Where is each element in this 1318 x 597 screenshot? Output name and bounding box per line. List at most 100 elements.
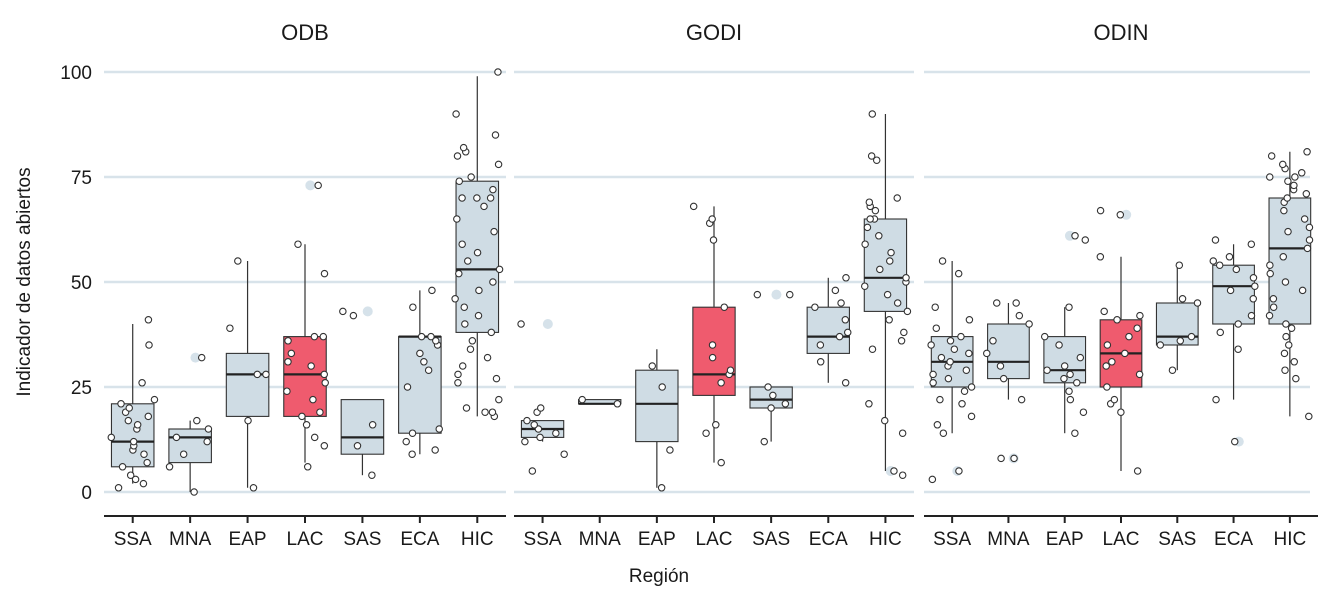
data-point — [960, 387, 969, 395]
box-hic — [863, 218, 908, 312]
data-point — [454, 379, 462, 387]
outlier-point — [1121, 209, 1132, 220]
data-point — [1081, 236, 1090, 244]
data-point — [1103, 341, 1112, 349]
data-point — [999, 374, 1008, 383]
data-point — [843, 328, 852, 337]
data-point — [129, 437, 138, 446]
data-point — [983, 349, 991, 358]
x-tick-label: ECA — [1214, 529, 1253, 550]
data-point — [887, 248, 895, 257]
data-point — [1100, 307, 1108, 316]
data-point — [1113, 316, 1121, 324]
data-point — [486, 194, 495, 202]
data-point — [965, 316, 974, 324]
data-point — [767, 404, 775, 412]
data-point — [495, 265, 504, 274]
data-point — [1284, 227, 1292, 236]
data-point — [1216, 328, 1225, 337]
data-point — [1071, 232, 1079, 240]
data-point — [530, 421, 538, 429]
data-point — [1136, 311, 1144, 320]
data-point — [435, 425, 443, 433]
data-point — [1076, 353, 1085, 362]
data-point — [781, 400, 790, 408]
x-tick-label: EAP — [638, 529, 676, 550]
x-tick-label: SSA — [933, 529, 971, 550]
data-point — [316, 408, 324, 416]
data-point — [954, 269, 963, 278]
data-point — [1211, 236, 1220, 244]
data-point — [307, 362, 315, 370]
data-point — [955, 467, 963, 475]
data-point — [1135, 370, 1144, 379]
data-point — [262, 370, 270, 379]
data-point — [875, 232, 883, 240]
data-point — [283, 387, 291, 395]
x-tick-label: MNA — [169, 529, 212, 550]
data-point — [861, 240, 869, 248]
data-point — [523, 416, 531, 425]
data-point — [125, 404, 134, 412]
x-tick-label: LAC — [1103, 529, 1140, 550]
data-point — [657, 484, 666, 492]
data-point — [455, 177, 464, 185]
data-point — [658, 383, 666, 391]
data-point — [1230, 437, 1239, 446]
data-point — [897, 337, 906, 345]
data-point — [1281, 278, 1290, 286]
data-point — [720, 303, 729, 311]
data-point — [992, 299, 1001, 307]
data-point — [967, 383, 976, 391]
data-point — [1015, 311, 1024, 320]
data-point — [760, 437, 769, 446]
data-point — [997, 454, 1005, 463]
data-point — [1043, 366, 1051, 374]
box-mna — [987, 323, 1030, 380]
data-point — [190, 488, 198, 496]
data-point — [353, 442, 362, 450]
data-point — [938, 257, 947, 265]
x-tick-label: EAP — [1046, 529, 1084, 550]
data-point — [717, 458, 725, 467]
data-point — [427, 332, 435, 341]
data-point — [1279, 160, 1287, 169]
data-point — [349, 311, 358, 320]
data-point — [310, 433, 319, 442]
y-tick-label: 50 — [71, 273, 92, 294]
data-point — [1249, 274, 1258, 282]
data-point — [1121, 349, 1129, 358]
data-point — [139, 479, 148, 488]
data-point — [409, 303, 417, 311]
box-eap — [225, 352, 270, 417]
data-point — [898, 471, 907, 479]
data-point — [1247, 311, 1256, 320]
data-point — [1303, 244, 1312, 253]
data-point — [417, 332, 426, 341]
y-tick-label: 75 — [71, 168, 92, 189]
x-tick-label: HIC — [869, 529, 902, 550]
data-point — [165, 463, 174, 471]
data-point — [1234, 345, 1242, 353]
data-point — [517, 320, 525, 328]
x-tick-label: SAS — [752, 529, 790, 550]
data-point — [648, 362, 656, 370]
data-point — [903, 307, 912, 316]
data-point — [1010, 454, 1018, 463]
data-point — [454, 370, 462, 379]
outlier-point — [190, 352, 201, 363]
data-point — [287, 349, 296, 358]
data-point — [1290, 358, 1299, 366]
box-lac — [692, 306, 736, 396]
box-lac — [283, 336, 327, 417]
data-point — [204, 425, 213, 433]
data-point — [460, 303, 469, 311]
data-point — [1283, 194, 1291, 202]
data-point — [1215, 261, 1224, 269]
data-point — [203, 437, 211, 446]
data-point — [1017, 395, 1026, 404]
data-point — [494, 68, 502, 76]
data-point — [150, 395, 159, 404]
data-point — [1110, 395, 1119, 404]
data-point — [868, 110, 877, 118]
